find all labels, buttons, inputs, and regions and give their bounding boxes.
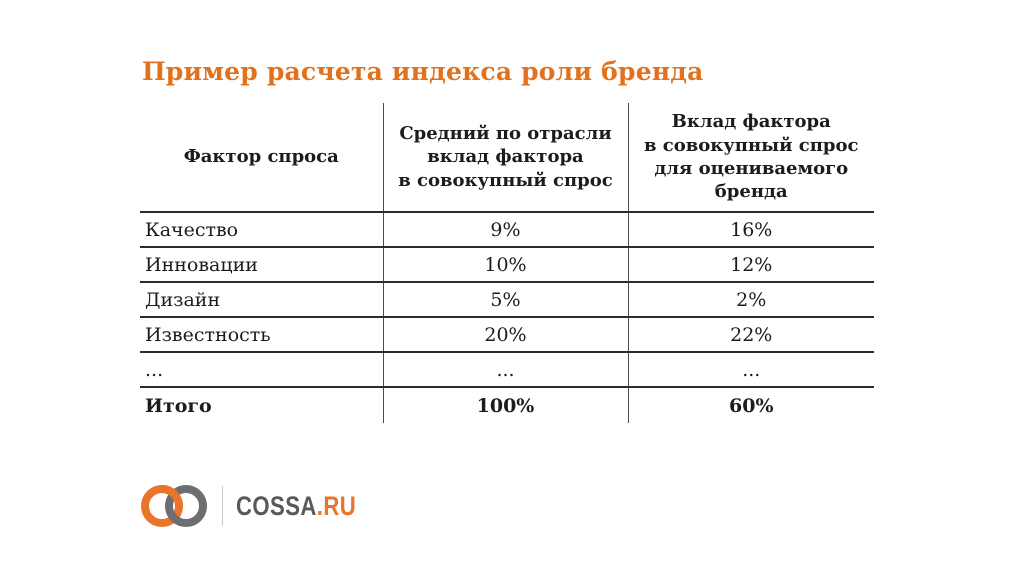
factor-cell: Дизайн (140, 282, 383, 318)
brand-value-cell: 16% (627, 212, 874, 248)
table-row: Дизайн 5% 2% (140, 282, 874, 318)
logo-tld: .RU (316, 490, 357, 521)
industry-avg-cell: 20% (382, 317, 628, 353)
brand-value-cell: 60% (627, 387, 874, 423)
factor-cell: ... (140, 352, 383, 388)
factor-cell: Итого (145, 394, 212, 417)
industry-avg-cell: 9% (382, 212, 628, 248)
industry-avg-cell: 10% (382, 247, 628, 283)
brand-role-index-table: Фактор спроса Средний по отрасли вклад ф… (140, 103, 874, 423)
table-row: ... ... ... (140, 352, 874, 388)
industry-avg-cell: ... (382, 352, 628, 388)
industry-avg-cell: 100% (382, 387, 628, 423)
cossa-logo: COSSA.RU (139, 480, 383, 532)
logo-text: COSSA.RU (236, 491, 356, 522)
table-row: Качество 9% 16% (140, 212, 874, 248)
industry-avg-cell: 5% (382, 282, 628, 318)
table-row: Инновации 10% 12% (140, 247, 874, 283)
column-header-industry-average: Средний по отрасли вклад фактора в совок… (382, 103, 628, 213)
factor-cell: Известность (140, 317, 383, 353)
column-header-factor: Фактор спроса (140, 103, 383, 213)
brand-value-cell: ... (627, 352, 874, 388)
factor-cell: Инновации (140, 247, 383, 283)
infinity-rings-icon (141, 485, 207, 527)
page-title: Пример расчета индекса роли бренда (142, 57, 704, 86)
table-body: Качество 9% 16% Инновации 10% 12% Дизайн… (140, 212, 874, 423)
brand-value-cell: 22% (627, 317, 874, 353)
column-header-brand-contribution: Вклад фактора в совокупный спрос для оце… (627, 103, 874, 213)
logo-name: COSSA (236, 490, 317, 521)
table-row: Известность 20% 22% (140, 317, 874, 353)
factor-cell: Качество (140, 212, 383, 248)
logo-divider (222, 486, 223, 526)
brand-value-cell: 12% (627, 247, 874, 283)
table-header-row: Фактор спроса Средний по отрасли вклад ф… (140, 103, 874, 213)
table-row: Итого 100% 60% (140, 387, 874, 423)
brand-value-cell: 2% (627, 282, 874, 318)
